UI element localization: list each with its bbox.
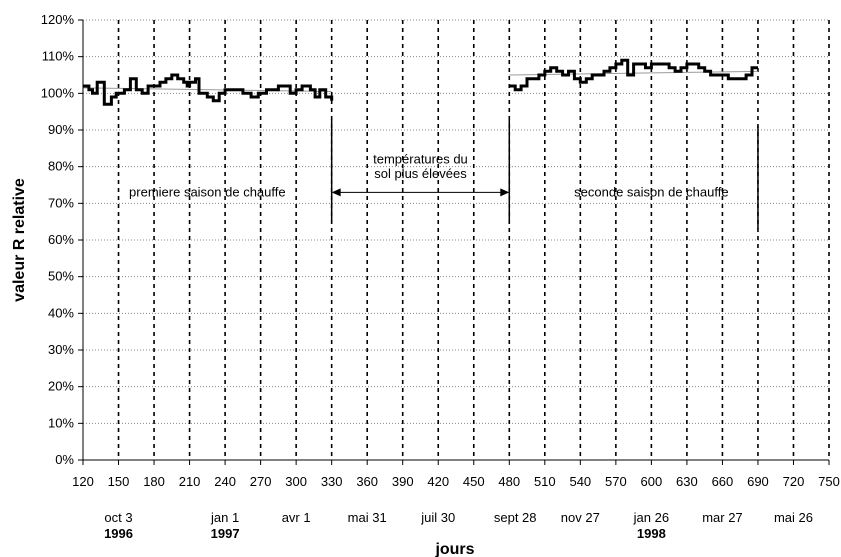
y-tick-label: 60% [48, 232, 74, 247]
x-tick-label: 630 [676, 474, 698, 489]
series-line [83, 73, 334, 106]
x-tick-labels: 120 150 180 210 240 270 300 330 360 390 420 450 480 5… [72, 474, 840, 489]
date-label: sept 28 [494, 510, 537, 525]
date-label: nov 27 [561, 510, 600, 525]
date-label: oct 3 [104, 510, 132, 525]
annotation-text: températures du [373, 151, 468, 166]
x-tick-label: 240 [214, 474, 236, 489]
date-label: jan 1 [210, 510, 239, 525]
series-line [509, 58, 758, 92]
y-tick-label: 110% [42, 49, 75, 64]
annotation-text: seconde saison de chauffe [574, 184, 728, 199]
x-tick-label: 390 [392, 474, 414, 489]
y-tick-labels: 0% 10% 20% 30% 40% 50% 60% 70% 80% 90% 100% 110% 120… [41, 12, 75, 467]
x-tick-label: 300 [285, 474, 307, 489]
arrow-head-left [331, 188, 341, 197]
x-tick-label: 510 [534, 474, 556, 489]
date-label: jan 26 [633, 510, 669, 525]
x-tick-label: 150 [108, 474, 130, 489]
horizontal-gridlines [83, 19, 829, 424]
y-tick-label: 50% [48, 269, 74, 284]
x-tick-label: 330 [321, 474, 343, 489]
arrow-head-right [500, 188, 510, 197]
x-tick-label: 450 [463, 474, 485, 489]
y-tick-label: 40% [48, 305, 74, 320]
x-tick-label: 420 [427, 474, 449, 489]
x-tick-label: 210 [179, 474, 201, 489]
year-label: 1998 [637, 526, 666, 541]
y-tick-label: 100% [41, 85, 75, 100]
y-tick-label: 20% [48, 379, 74, 394]
date-label: avr 1 [282, 510, 311, 525]
y-tick-label: 80% [48, 159, 74, 174]
x-tick-label: 600 [641, 474, 663, 489]
season-markers [330, 119, 759, 229]
x-tick-label: 360 [356, 474, 378, 489]
y-tick-label: 0% [55, 452, 74, 467]
x-tick-label: 540 [569, 474, 591, 489]
date-label: juil 30 [420, 510, 455, 525]
annotation-text: premiere saison de chauffe [129, 184, 286, 199]
date-label: mai 31 [348, 510, 387, 525]
x-tick-label: 690 [747, 474, 769, 489]
annotations: premiere saison de chauffe températures d… [129, 151, 729, 199]
axes [78, 19, 830, 465]
y-tick-label: 70% [48, 195, 74, 210]
trend-line [82, 87, 332, 92]
x-tick-label: 720 [783, 474, 805, 489]
year-label: 1997 [211, 526, 240, 541]
annotation-text: sol plus élevées [374, 166, 467, 181]
y-axis-title: valeur R relative [11, 178, 28, 302]
date-label: mar 27 [702, 510, 742, 525]
date-label: mai 26 [774, 510, 813, 525]
series-lines [83, 58, 758, 106]
year-label: 1996 [104, 526, 133, 541]
x-tick-label: 570 [605, 474, 627, 489]
x-tick-label: 180 [143, 474, 165, 489]
heating-gap-arrow [331, 188, 510, 197]
x-tick-label: 660 [712, 474, 734, 489]
y-tick-label: 120% [41, 12, 75, 27]
x-axis-title: jours [434, 541, 474, 557]
y-tick-label: 10% [48, 415, 74, 430]
x-tick-label: 480 [498, 474, 520, 489]
x-tick-label: 120 [72, 474, 94, 489]
y-tick-label: 30% [48, 342, 74, 357]
x-tick-label: 270 [250, 474, 272, 489]
y-tick-label: 90% [48, 122, 74, 137]
x-tick-label: 750 [818, 474, 840, 489]
